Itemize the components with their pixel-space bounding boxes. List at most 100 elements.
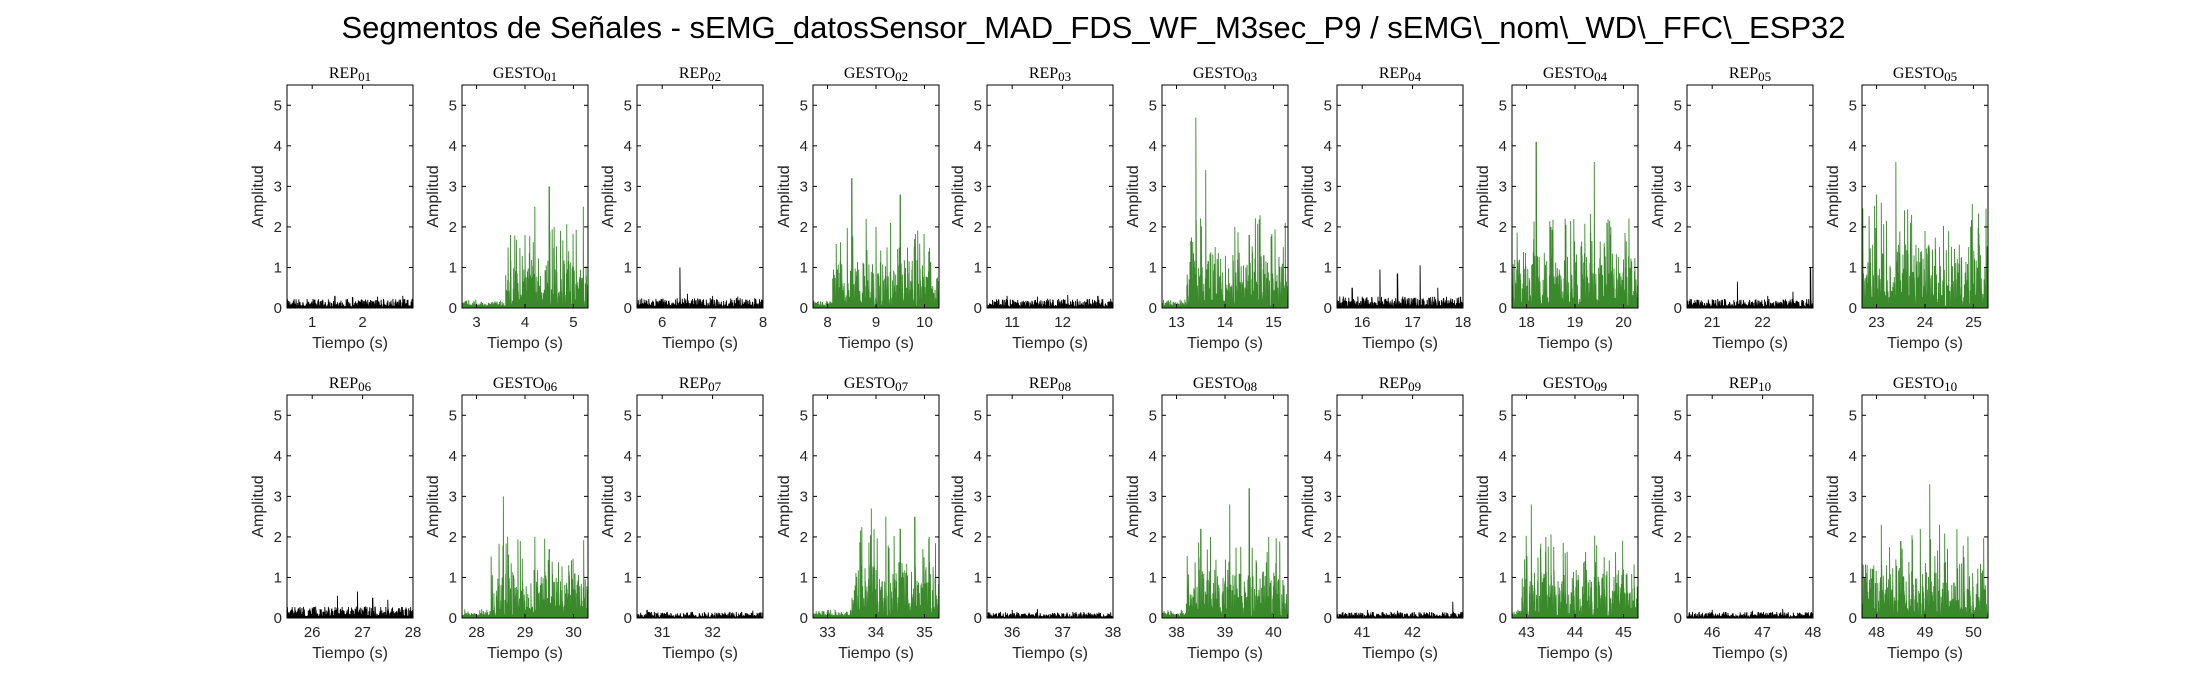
signal-trace [1861,484,1989,619]
y-tick-label: 3 [1674,488,1682,505]
y-tick-label: 3 [1674,178,1682,195]
figure-title: Segmentos de Señales - sEMG_datosSensor_… [341,10,1846,45]
y-tick-label: 3 [624,178,632,195]
y-tick-label: 2 [1849,219,1857,236]
y-tick-label: 5 [1149,97,1157,114]
y-tick-label: 5 [1674,407,1682,424]
x-tick-label: 2 [358,314,366,331]
signal-trace [1511,504,1639,619]
y-tick-label: 2 [624,529,632,546]
x-tick-label: 3 [472,314,480,331]
axes-box [1336,394,1464,619]
signal-trace [986,295,1114,309]
y-tick-label: 3 [1499,488,1507,505]
signal-trace [636,609,764,619]
y-tick-label: 5 [1499,97,1507,114]
y-tick-label: 4 [274,138,282,155]
y-tick-label: 2 [449,219,457,236]
y-tick-label: 0 [800,610,808,627]
signal-trace [1686,267,1814,309]
x-axis-label: Tiempo (s) [1712,645,1788,662]
x-axis-label: Tiempo (s) [1537,335,1613,352]
subplot-title: REP03 [1029,65,1071,84]
axes-box [1686,394,1814,619]
x-tick-label: 50 [1965,624,1982,641]
y-axis-label: Amplitud [1475,475,1492,537]
y-tick-label: 4 [974,448,982,465]
y-tick-label: 3 [274,178,282,195]
y-tick-label: 2 [974,219,982,236]
signal-trace [812,178,940,309]
y-tick-label: 0 [974,610,982,627]
x-tick-label: 39 [1217,624,1234,641]
subplot-gesto-04: 0 1 2 3 4 5 18 19 20 GESTO04 Tiempo (s) Amplitud [1475,65,1639,352]
signal-trace [1861,162,1989,309]
axes-box [636,394,764,619]
signal-trace [1161,488,1289,619]
y-tick-label: 2 [1674,219,1682,236]
y-tick-label: 3 [974,488,982,505]
y-tick-label: 2 [1499,219,1507,236]
y-tick-label: 1 [624,569,632,586]
signal-trace [1511,141,1639,309]
y-tick-label: 1 [274,569,282,586]
y-tick-label: 5 [274,407,282,424]
y-tick-label: 5 [800,407,808,424]
y-tick-label: 1 [800,259,808,276]
x-axis-label: Tiempo (s) [487,335,563,352]
signal-trace [986,609,1114,619]
y-tick-label: 5 [1149,407,1157,424]
y-tick-label: 0 [624,300,632,317]
y-axis-label: Amplitud [250,475,267,537]
subplot-title: REP08 [1029,375,1071,394]
y-tick-label: 4 [449,138,457,155]
y-tick-label: 4 [624,448,632,465]
y-tick-label: 2 [1499,529,1507,546]
y-tick-label: 1 [1149,259,1157,276]
x-axis-label: Tiempo (s) [1712,335,1788,352]
y-tick-label: 0 [274,610,282,627]
y-axis-label: Amplitud [250,165,267,227]
y-tick-label: 1 [1324,259,1332,276]
y-tick-label: 1 [800,569,808,586]
y-tick-label: 0 [974,300,982,317]
y-tick-label: 1 [974,569,982,586]
subplot-rep-04: 0 1 2 3 4 5 16 17 18 REP04 Tiempo (s) Amplitud [1300,65,1471,352]
x-tick-label: 12 [1054,314,1071,331]
subplot-title: REP10 [1729,375,1771,394]
y-tick-label: 5 [974,97,982,114]
x-tick-label: 8 [823,314,831,331]
y-tick-label: 3 [449,488,457,505]
y-tick-label: 5 [274,97,282,114]
subplot-gesto-08: 0 1 2 3 4 5 38 39 40 GESTO08 Tiempo (s) Amplitud [1125,375,1289,662]
y-tick-label: 0 [1849,610,1857,627]
x-tick-label: 5 [569,314,577,331]
y-tick-label: 2 [974,529,982,546]
y-tick-label: 3 [974,178,982,195]
x-tick-label: 42 [1404,624,1421,641]
y-tick-label: 3 [1499,178,1507,195]
x-tick-label: 8 [759,314,767,331]
x-axis-label: Tiempo (s) [487,645,563,662]
y-tick-label: 3 [1849,488,1857,505]
subplot-rep-05: 0 1 2 3 4 5 21 22 REP05 Tiempo (s) Amplitud [1650,65,1814,352]
x-tick-label: 24 [1917,314,1934,331]
y-tick-label: 4 [974,138,982,155]
x-tick-label: 19 [1567,314,1584,331]
subplot-title: REP06 [329,375,372,394]
y-tick-label: 5 [624,97,632,114]
x-tick-label: 48 [1868,624,1885,641]
y-axis-label: Amplitud [950,475,967,537]
y-tick-label: 0 [1499,610,1507,627]
subplot-title: GESTO05 [1893,65,1957,84]
y-tick-label: 2 [1149,219,1157,236]
signal-trace [461,186,589,309]
x-axis-label: Tiempo (s) [1362,335,1438,352]
x-tick-label: 17 [1404,314,1421,331]
x-tick-label: 45 [1615,624,1632,641]
x-tick-label: 31 [654,624,671,641]
